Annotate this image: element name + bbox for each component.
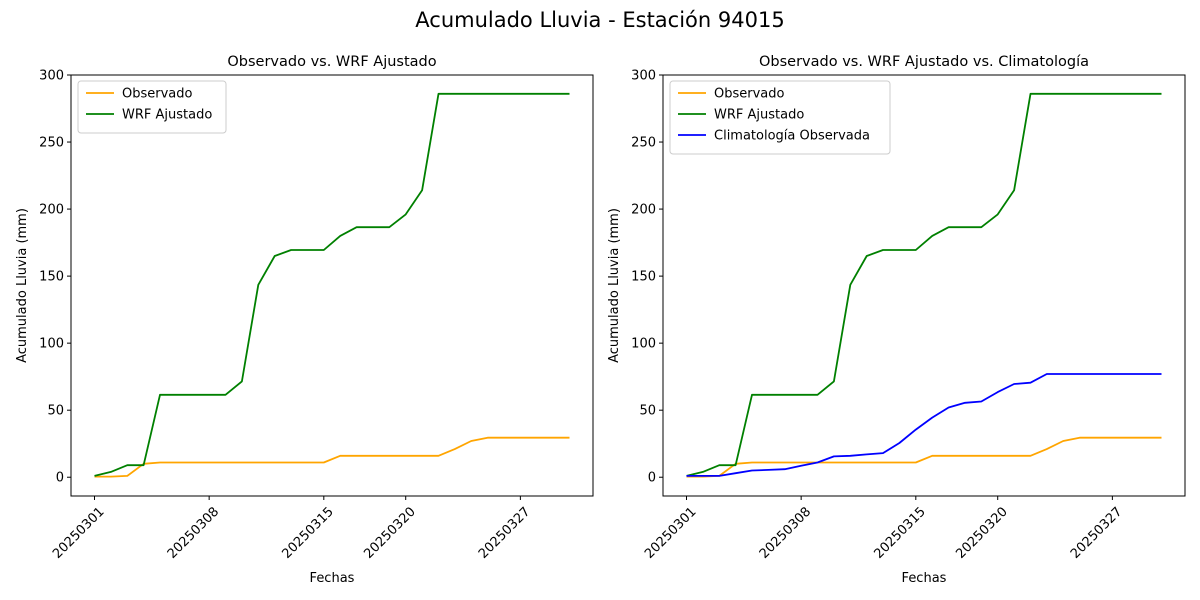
series-line-wrf-ajustado (686, 92, 1162, 477)
y-axis-label: Acumulado Lluvia (mm) (15, 208, 30, 363)
y-tick-label: 200 (631, 203, 656, 218)
panel-title: Observado vs. WRF Ajustado vs. Climatolo… (759, 54, 1089, 70)
chart-panel-2: Observado vs. WRF Ajustado vs. Climatolo… (607, 54, 1186, 586)
legend-box (77, 80, 227, 134)
series-line-observado (94, 436, 570, 478)
y-tick-label: 300 (631, 69, 656, 84)
x-tick-label: 20250301 (642, 504, 699, 561)
x-tick-label: 20250308 (757, 504, 814, 561)
y-tick-label: 100 (631, 337, 656, 352)
y-tick-label: 100 (39, 337, 64, 352)
y-tick-label: 250 (631, 136, 656, 151)
x-tick-label: 20250320 (953, 504, 1010, 561)
series-line-observado (686, 436, 1162, 478)
x-tick-label: 20250308 (165, 504, 222, 561)
legend-label: WRF Ajustado (714, 108, 804, 123)
legend-label: Observado (122, 87, 193, 102)
x-tick-label: 20250327 (476, 504, 533, 561)
y-tick-label: 0 (648, 471, 656, 486)
series-line-climatolog-a-observada (686, 373, 1162, 477)
x-tick-label: 20250315 (279, 504, 336, 561)
y-tick-label: 200 (39, 203, 64, 218)
x-tick-label: 20250320 (361, 504, 418, 561)
x-tick-label: 20250301 (50, 504, 107, 561)
x-axis-label: Fechas (310, 571, 355, 586)
y-tick-label: 50 (639, 404, 656, 419)
legend-label: Observado (714, 87, 785, 102)
y-tick-label: 0 (56, 471, 64, 486)
series-line-wrf-ajustado (94, 92, 570, 477)
y-tick-label: 300 (39, 69, 64, 84)
panel-title: Observado vs. WRF Ajustado (227, 54, 436, 70)
y-tick-label: 150 (39, 270, 64, 285)
x-tick-label: 20250327 (1068, 504, 1125, 561)
x-axis-label: Fechas (902, 571, 947, 586)
y-tick-label: 50 (47, 404, 64, 419)
plot-frame (70, 74, 594, 497)
legend-label: WRF Ajustado (122, 108, 212, 123)
figure-title: Acumulado Lluvia - Estación 94015 (415, 8, 785, 32)
legend-label: Climatología Observada (714, 129, 870, 144)
x-tick-label: 20250315 (871, 504, 928, 561)
y-tick-label: 250 (39, 136, 64, 151)
plot-frame (662, 74, 1186, 497)
y-axis-label: Acumulado Lluvia (mm) (607, 208, 622, 363)
legend-box (669, 80, 891, 155)
y-tick-label: 150 (631, 270, 656, 285)
chart-panel-1: Observado vs. WRF Ajustado 0 50 100 150 200 25… (15, 54, 594, 586)
